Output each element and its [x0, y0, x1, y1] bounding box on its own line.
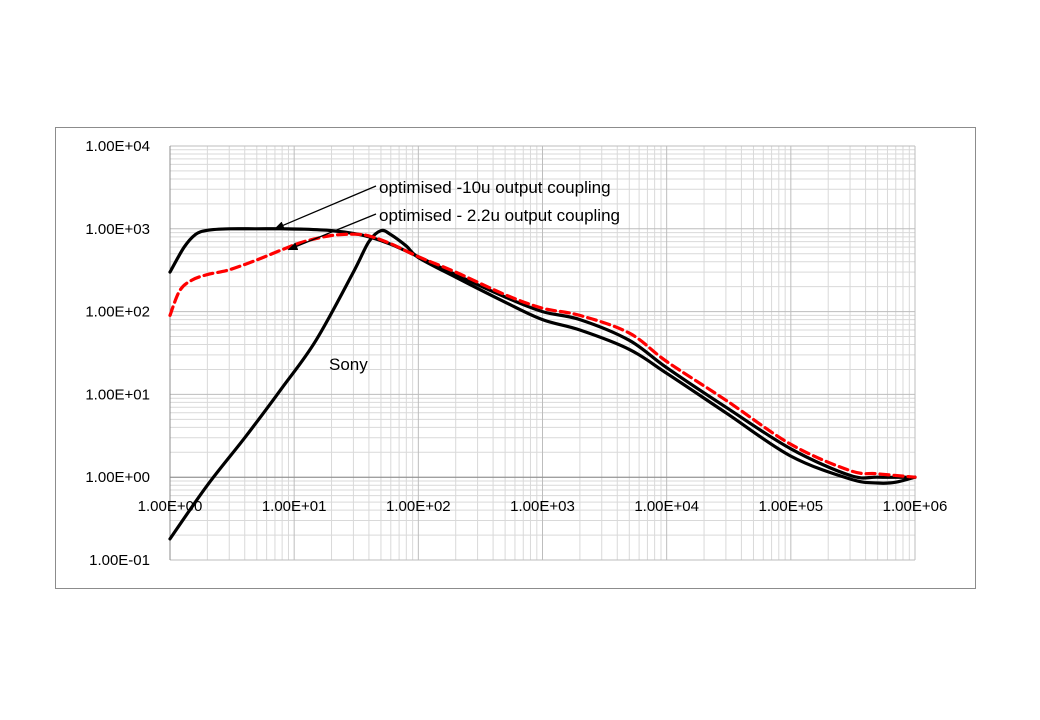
x-tick-label: 1.00E+02: [386, 498, 451, 515]
annotations: optimised -10u output coupling optimised…: [274, 178, 620, 374]
annotation-label-10u: optimised -10u output coupling: [379, 178, 611, 197]
chart-plot: 1.00E+00 1.00E+01 1.00E+02 1.00E+03 1.00E+04…: [85, 138, 948, 569]
y-tick-label: 1.00E+01: [85, 386, 150, 403]
x-tick-label: 1.00E+00: [138, 498, 203, 515]
chart-frame: 1.00E+00 1.00E+01 1.00E+02 1.00E+03 1.00E+04…: [55, 127, 976, 589]
y-tick-label: 1.00E+02: [85, 304, 150, 321]
y-tick-label: 1.00E+03: [85, 221, 150, 238]
major-gridlines: [169, 145, 916, 561]
y-tick-labels: 1.00E-01 1.00E+00 1.00E+01 1.00E+02 1.00E+03…: [85, 138, 150, 569]
x-tick-label: 1.00E+06: [883, 498, 948, 515]
annotation-label-2u2: optimised - 2.2u output coupling: [379, 206, 620, 225]
series-line-optimised-2u2: [168, 232, 917, 479]
annotation-label-sony: Sony: [329, 355, 368, 374]
x-tick-label: 1.00E+03: [510, 498, 575, 515]
x-tick-label: 1.00E+05: [759, 498, 824, 515]
x-tick-label: 1.00E+04: [634, 498, 699, 515]
annotation-arrow-2u2: [287, 213, 377, 251]
y-tick-label: 1.00E+00: [85, 469, 150, 486]
annotation-arrow-10u: [274, 185, 377, 230]
x-tick-label: 1.00E+01: [262, 498, 327, 515]
series-lines: [168, 227, 917, 541]
y-tick-label: 1.00E-01: [89, 552, 150, 569]
x-tick-labels: 1.00E+00 1.00E+01 1.00E+02 1.00E+03 1.00E+04…: [138, 498, 948, 515]
y-tick-label: 1.00E+04: [85, 138, 150, 155]
series-line-sony: [168, 228, 917, 541]
